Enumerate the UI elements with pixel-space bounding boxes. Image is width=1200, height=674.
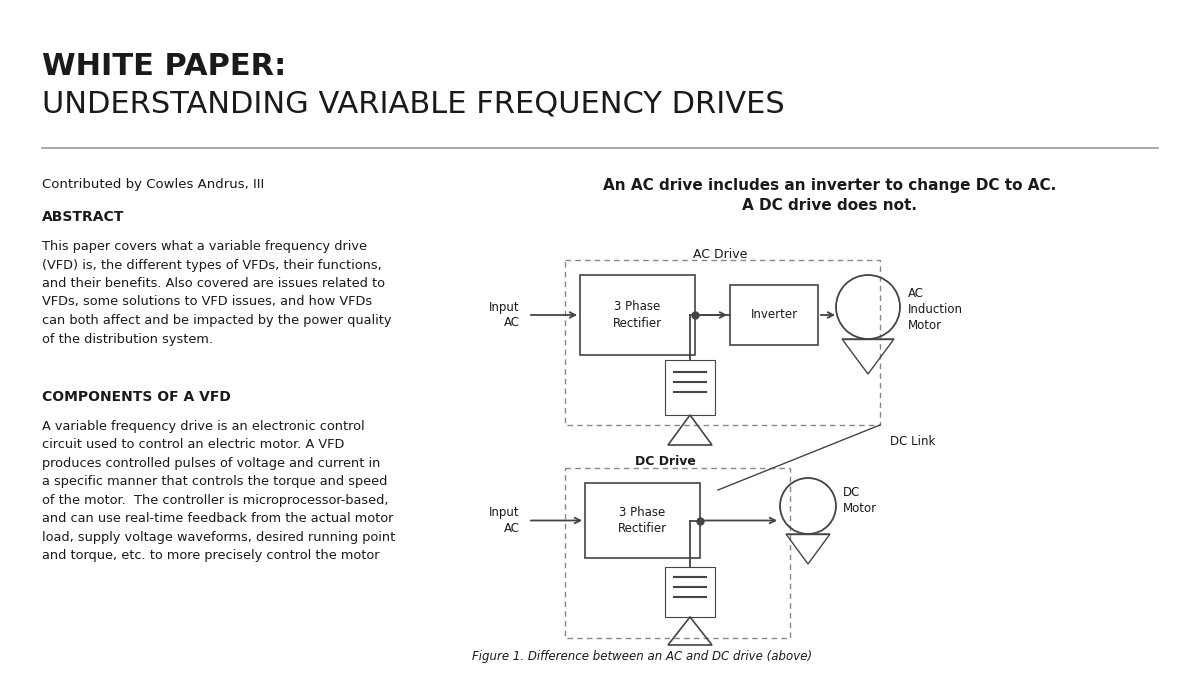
Text: Input
AC: Input AC (490, 301, 520, 330)
Text: WHITE PAPER:: WHITE PAPER: (42, 52, 287, 81)
Text: DC
Motor: DC Motor (842, 486, 877, 515)
Text: 3 Phase
Rectifier: 3 Phase Rectifier (618, 506, 667, 535)
Text: UNDERSTANDING VARIABLE FREQUENCY DRIVES: UNDERSTANDING VARIABLE FREQUENCY DRIVES (42, 90, 785, 119)
Text: AC
Induction
Motor: AC Induction Motor (908, 287, 964, 332)
Text: Inverter: Inverter (750, 309, 798, 321)
Text: COMPONENTS OF A VFD: COMPONENTS OF A VFD (42, 390, 230, 404)
Text: An AC drive includes an inverter to change DC to AC.
A DC drive does not.: An AC drive includes an inverter to chan… (604, 178, 1057, 213)
Text: DC Link: DC Link (890, 435, 935, 448)
Bar (665, 567, 715, 617)
Bar (730, 285, 818, 345)
Bar (580, 275, 695, 355)
Text: Input
AC: Input AC (490, 506, 520, 535)
Bar (665, 360, 715, 415)
Text: DC Drive: DC Drive (635, 455, 696, 468)
Text: A variable frequency drive is an electronic control
circuit used to control an e: A variable frequency drive is an electro… (42, 420, 395, 563)
Text: 3 Phase
Rectifier: 3 Phase Rectifier (613, 300, 662, 330)
Text: Figure 1. Difference between an AC and DC drive (above): Figure 1. Difference between an AC and D… (472, 650, 812, 663)
Text: This paper covers what a variable frequency drive
(VFD) is, the different types : This paper covers what a variable freque… (42, 240, 391, 346)
Text: Contributed by Cowles Andrus, III: Contributed by Cowles Andrus, III (42, 178, 264, 191)
Bar (586, 483, 700, 558)
Text: ABSTRACT: ABSTRACT (42, 210, 125, 224)
Text: AC Drive: AC Drive (692, 248, 748, 261)
